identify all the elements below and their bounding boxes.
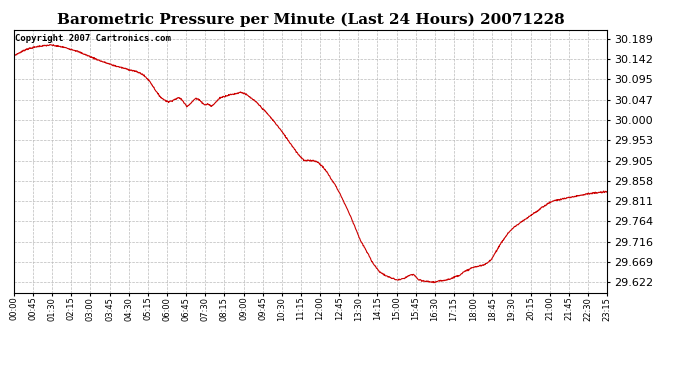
Text: Copyright 2007 Cartronics.com: Copyright 2007 Cartronics.com	[15, 34, 171, 43]
Title: Barometric Pressure per Minute (Last 24 Hours) 20071228: Barometric Pressure per Minute (Last 24 …	[57, 13, 564, 27]
